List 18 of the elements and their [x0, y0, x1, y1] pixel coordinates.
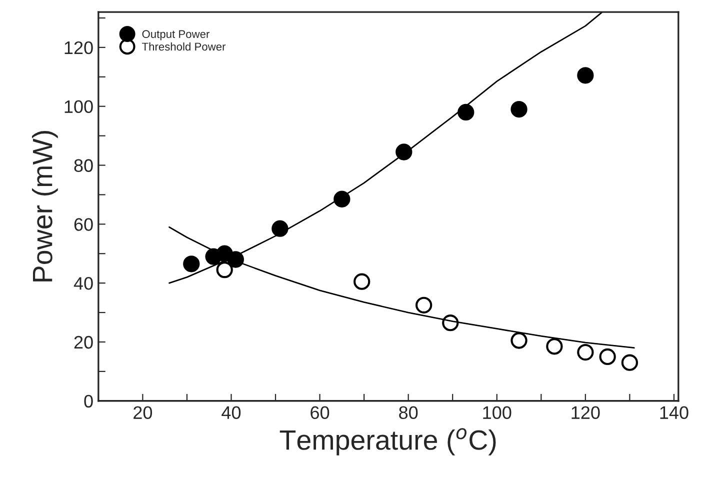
- legend-label: Threshold Power: [142, 42, 226, 51]
- y-tick-label: 20: [74, 336, 93, 349]
- y-tick-label: 100: [64, 100, 93, 114]
- y-tick-label: 40: [74, 277, 93, 290]
- y-tick-label: 120: [64, 41, 93, 54]
- x-tick-label: 80: [399, 406, 418, 420]
- x-tick-label: 40: [222, 406, 241, 420]
- x-tick-label: 140: [660, 406, 688, 420]
- x-axis-title: Temperature ($^{o}$C): [280, 428, 496, 456]
- y-tick-label: 60: [74, 218, 93, 231]
- x-tick-label: 120: [572, 406, 600, 420]
- x-tick-label: 60: [310, 406, 330, 420]
- y-tick-label: 80: [74, 159, 93, 172]
- y-axis-title: Power (mW): [32, 131, 58, 282]
- x-tick-label: 20: [134, 406, 152, 420]
- x-tick-label: 100: [483, 406, 512, 420]
- y-tick-label: 0: [84, 394, 93, 408]
- legend-label: Output Power: [142, 30, 210, 40]
